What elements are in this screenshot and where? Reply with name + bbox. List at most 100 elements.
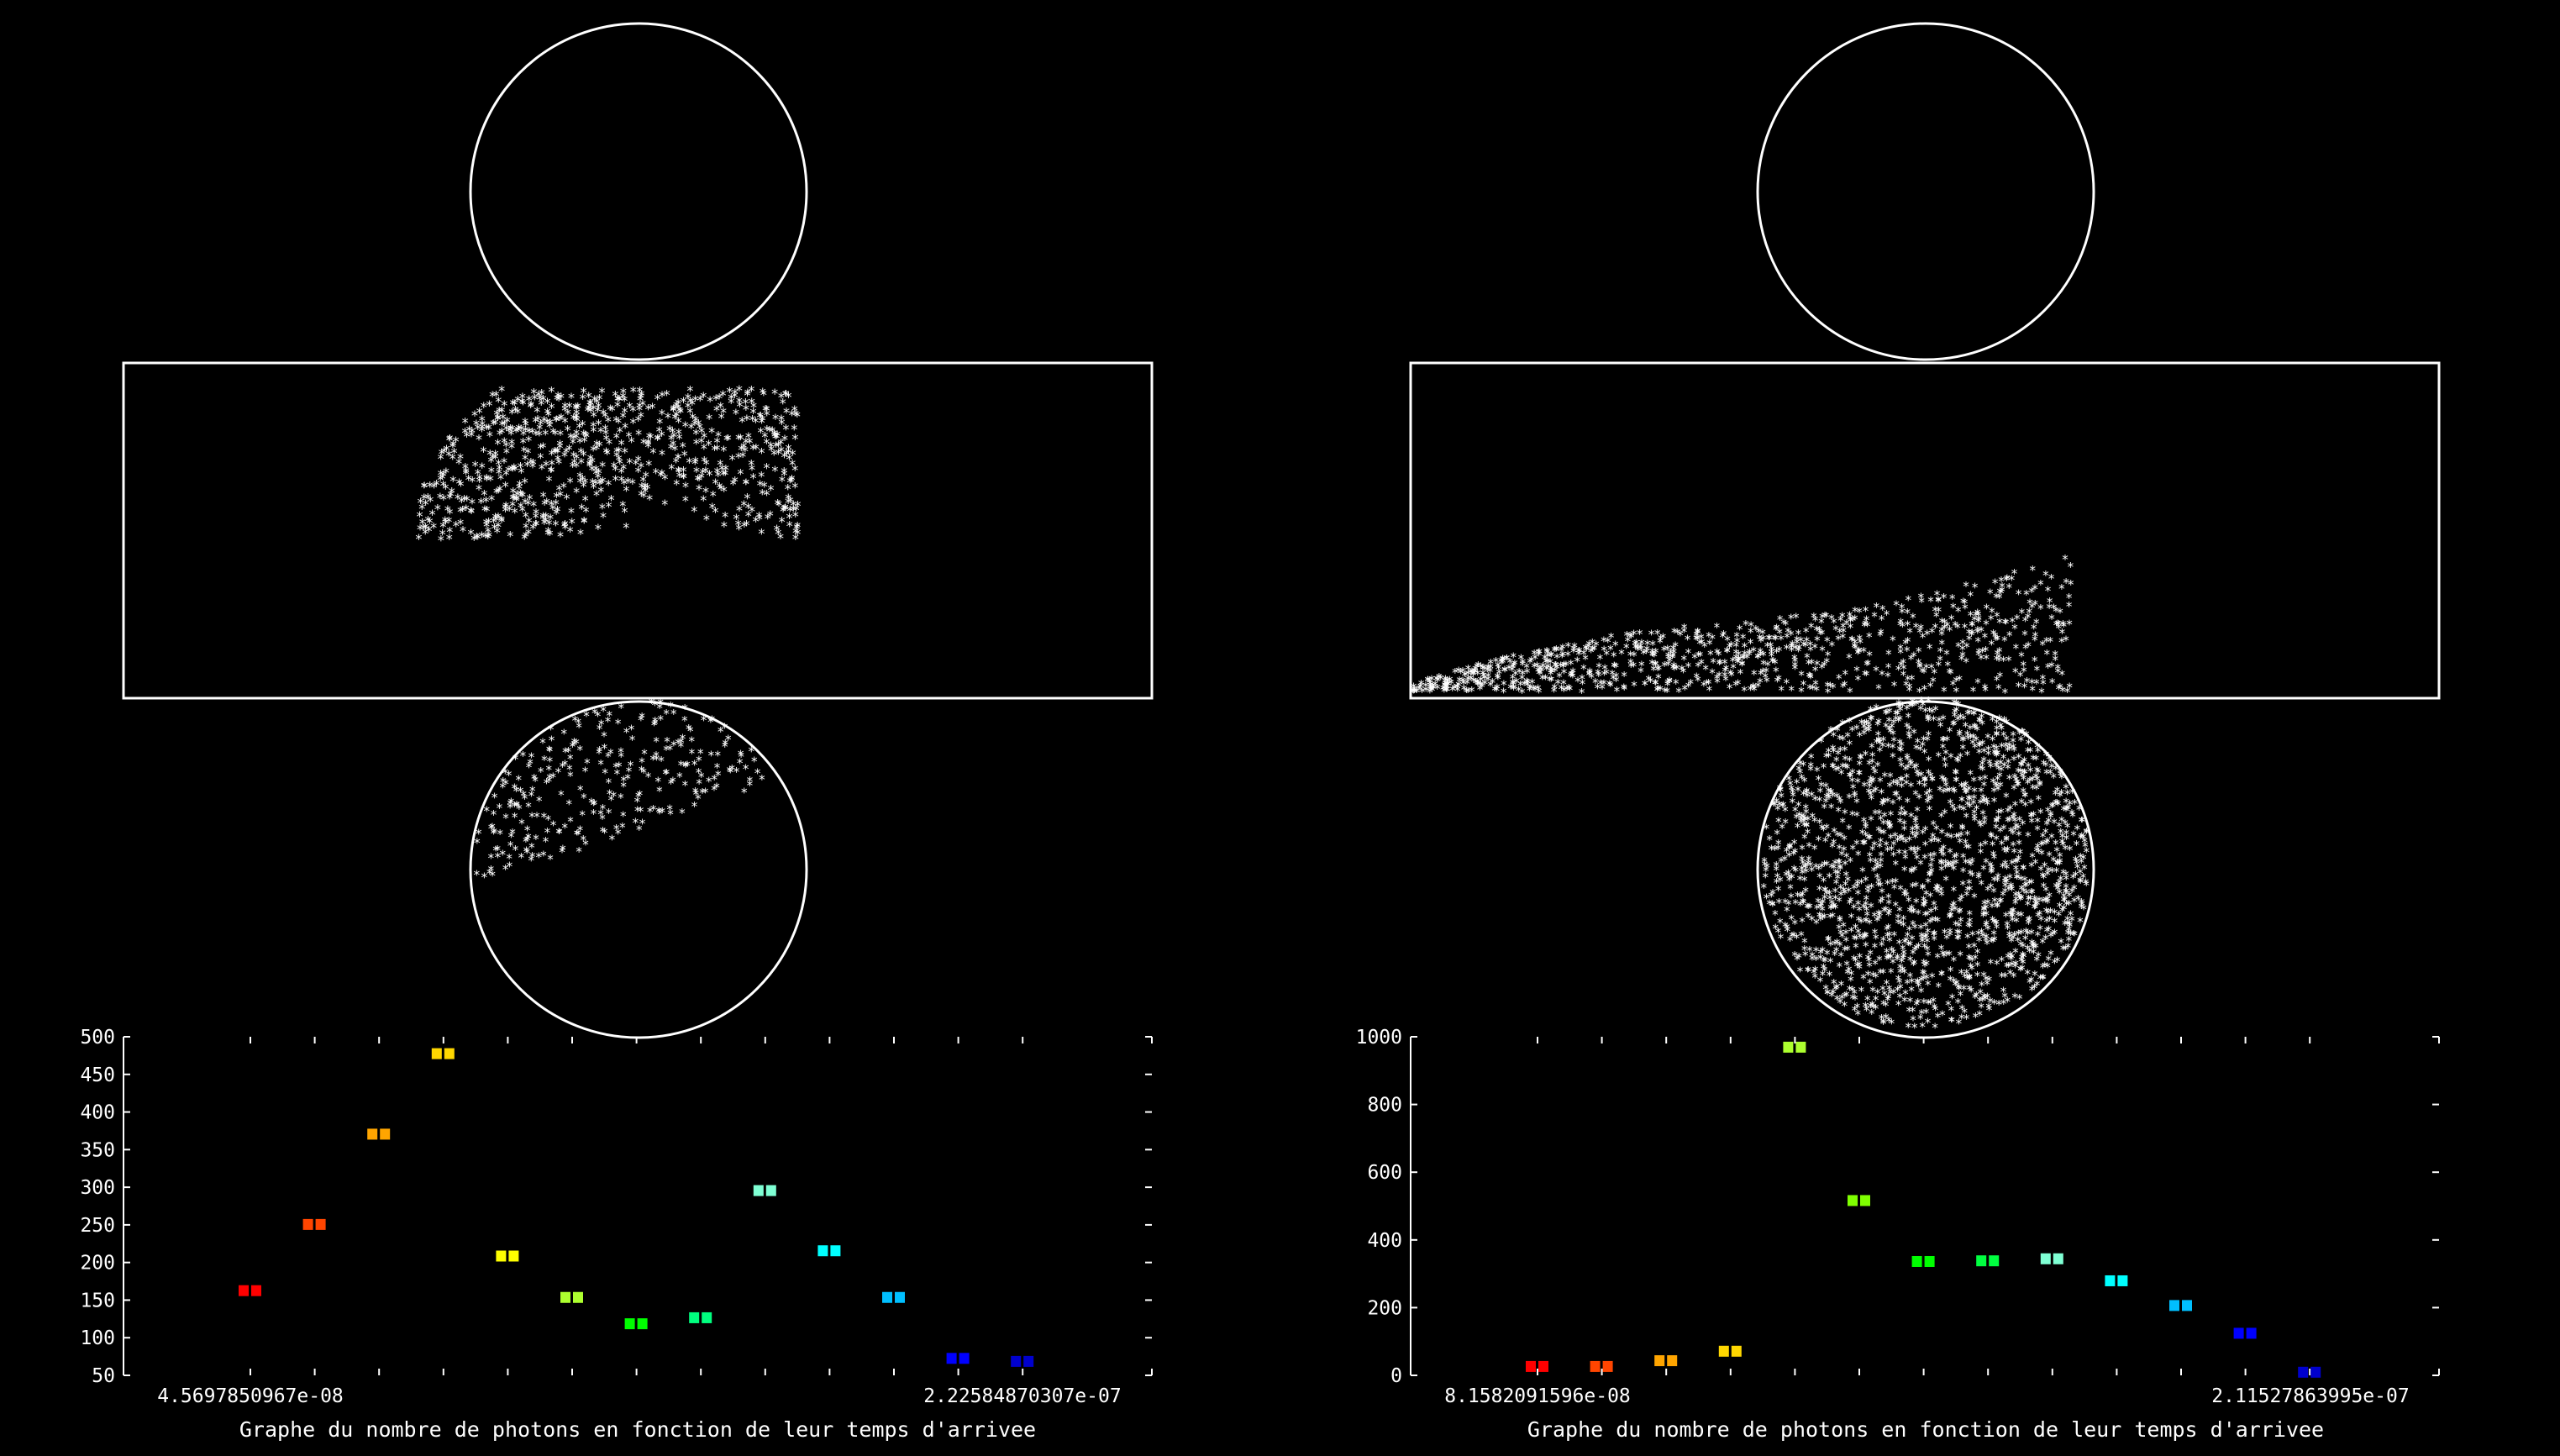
photon-point: * xyxy=(1994,757,2000,772)
photon-point: * xyxy=(495,393,502,409)
photon-point: * xyxy=(650,802,657,817)
photon-point: * xyxy=(623,483,629,499)
photon-point: * xyxy=(607,786,613,802)
photon-point: * xyxy=(1794,636,1800,651)
photon-point: * xyxy=(1795,809,1802,824)
photon-point: * xyxy=(1938,846,1945,861)
photon-point: * xyxy=(1590,643,1596,658)
photon-point: * xyxy=(564,491,570,507)
photon-point: * xyxy=(1782,896,1789,911)
photon-point: * xyxy=(557,437,564,453)
photon-point: * xyxy=(1670,659,1677,674)
photon-point: * xyxy=(596,392,602,407)
photon-point: * xyxy=(1442,675,1448,690)
photon-point: * xyxy=(502,503,508,519)
photon-point: * xyxy=(1885,950,1891,965)
photon-point: * xyxy=(647,430,654,446)
photon-point: * xyxy=(726,384,733,400)
photon-point: * xyxy=(2034,663,2041,678)
photon-point: * xyxy=(1936,713,1942,728)
photon-point: * xyxy=(781,467,787,483)
photon-point: * xyxy=(752,414,759,430)
photon-point: * xyxy=(758,468,765,484)
photon-point: * xyxy=(2015,765,2021,780)
photon-point: * xyxy=(1727,681,1733,696)
photon-point: * xyxy=(1788,683,1795,698)
photon-point: * xyxy=(1493,683,1500,698)
photon-point: * xyxy=(1714,671,1721,686)
photon-point: * xyxy=(1837,881,1844,896)
photon-point: * xyxy=(2020,817,2026,832)
photon-point: * xyxy=(1915,976,1921,991)
photon-point: * xyxy=(696,481,702,497)
photon-point: * xyxy=(1709,666,1716,681)
photon-point: * xyxy=(2047,766,2053,781)
photon-point: * xyxy=(671,410,678,426)
photon-point: * xyxy=(736,502,743,518)
photon-point: * xyxy=(701,441,707,457)
photon-point: * xyxy=(1799,862,1806,877)
photon-point: * xyxy=(1685,646,1692,661)
photon-point: * xyxy=(579,808,586,823)
photon-point: * xyxy=(1957,802,1963,817)
photon-point: * xyxy=(479,460,486,476)
y-tick-label: 0 xyxy=(1390,1365,1402,1387)
photon-point: * xyxy=(570,738,577,753)
photon-point: * xyxy=(525,800,532,815)
photon-point: * xyxy=(1564,682,1570,697)
photon-point: * xyxy=(691,758,698,773)
cylinder-top-circle xyxy=(469,22,808,361)
photon-point: * xyxy=(1958,711,1964,726)
photon-point: * xyxy=(1511,681,1517,696)
photon-point: * xyxy=(622,419,628,435)
photon-point: * xyxy=(1977,715,1984,730)
photon-point: * xyxy=(1814,901,1821,917)
photon-point: * xyxy=(1904,606,1911,621)
photon-point: * xyxy=(597,807,604,823)
photon-point: * xyxy=(2021,754,2028,770)
photon-point: * xyxy=(721,518,728,534)
photon-point: * xyxy=(1804,790,1811,805)
photon-point: * xyxy=(754,765,761,781)
photon-point: * xyxy=(1465,662,1472,677)
photon-point: * xyxy=(1942,807,1948,822)
photon-point: * xyxy=(691,456,698,472)
photon-point: * xyxy=(534,413,541,428)
photon-point: * xyxy=(1905,618,1911,633)
photon-point: * xyxy=(578,501,585,517)
photon-point: * xyxy=(1990,838,1996,854)
photon-point: * xyxy=(640,435,647,451)
photon-point: * xyxy=(1499,654,1506,670)
photon-point: * xyxy=(1863,723,1869,739)
photon-point: * xyxy=(1969,618,1975,633)
photon-point: * xyxy=(1991,795,1998,810)
photon-point: * xyxy=(2046,601,2053,616)
photon-point: * xyxy=(1927,594,1934,609)
photon-point: * xyxy=(1948,859,1955,875)
photon-point: * xyxy=(2013,773,2020,788)
photon-point: * xyxy=(653,749,660,764)
photon-point: * xyxy=(716,479,723,495)
photon-point: * xyxy=(2039,870,2046,885)
photon-point: * xyxy=(789,457,796,473)
photon-point: * xyxy=(509,826,516,841)
photon-point: * xyxy=(1885,877,1891,892)
photon-point: * xyxy=(1500,654,1506,669)
photon-point: * xyxy=(496,461,502,477)
photon-point: * xyxy=(1872,940,1879,955)
photon-point: * xyxy=(1974,606,1981,621)
photon-point: * xyxy=(511,491,518,507)
photon-point: * xyxy=(2060,838,2067,854)
photon-point: * xyxy=(1799,842,1806,857)
photon-point: * xyxy=(730,476,737,492)
photon-point: * xyxy=(2028,796,2035,811)
photon-point: * xyxy=(1900,912,1907,928)
photon-point: * xyxy=(732,473,739,489)
photon-point: * xyxy=(2063,576,2069,591)
photon-point: * xyxy=(1946,859,1953,874)
photon-point: * xyxy=(1787,881,1794,896)
photon-point: * xyxy=(1798,684,1805,699)
photon-point: * xyxy=(783,405,790,421)
photon-point: * xyxy=(1481,672,1488,687)
photon-point: * xyxy=(449,439,456,455)
